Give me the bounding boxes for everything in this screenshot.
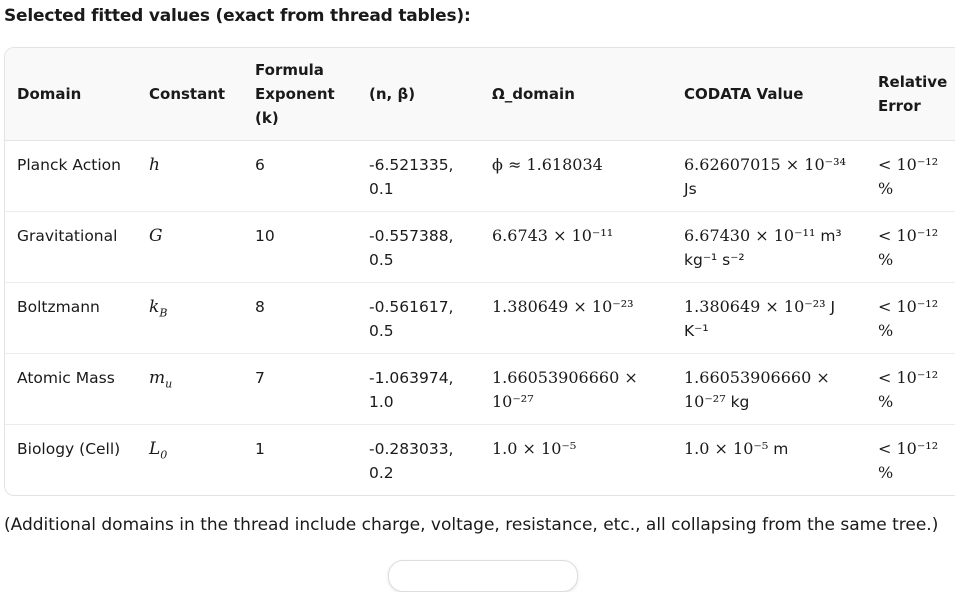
column-header: (n, β) xyxy=(357,48,480,141)
codata-unit: kg xyxy=(730,393,750,411)
table-container: Domain Constant Formula Exponent (k) (n, β)… xyxy=(4,47,955,496)
codata-unit: m³ kg⁻¹ s⁻² xyxy=(684,227,842,269)
table-row: Atomic Mass mu 7 -1.063974, 1.0 1.6605390666… xyxy=(5,353,955,425)
symbol-base: m xyxy=(149,368,166,388)
heading: Selected fitted values (exact from threa… xyxy=(4,6,471,26)
constant-symbol: G xyxy=(149,226,163,246)
constant-cell: kB xyxy=(137,282,243,354)
column-header: Formula Exponent (k) xyxy=(243,48,357,141)
table-row: Planck Action h 6 -6.521335, 0.1 ϕ ≈ 1.61803… xyxy=(5,140,955,212)
table-body: Planck Action h 6 -6.521335, 0.1 ϕ ≈ 1.61803… xyxy=(5,140,955,496)
constant-cell: L0 xyxy=(137,425,243,496)
omega-cell: 1.0 × 10⁻⁵ xyxy=(492,439,577,458)
column-header: Constant xyxy=(137,48,243,141)
domain-cell: Boltzmann xyxy=(5,282,137,354)
symbol-subscript: 0 xyxy=(160,448,168,462)
codata-value: 6.67430 × 10⁻¹¹ xyxy=(684,226,816,245)
table: Domain Constant Formula Exponent (k) (n, β)… xyxy=(5,48,955,495)
error-cell: < 10⁻¹² % xyxy=(866,140,955,212)
constant-symbol: h xyxy=(149,155,160,175)
domain-cell: Planck Action xyxy=(5,140,137,212)
codata-unit: m xyxy=(773,440,789,458)
table-row: Boltzmann kB 8 -0.561617, 0.5 1.380649 × 10⁻… xyxy=(5,282,955,354)
codata-value: 1.0 × 10⁻⁵ xyxy=(684,439,769,458)
error-cell: < 10⁻¹² % xyxy=(866,282,955,354)
column-header: Relative Error xyxy=(866,48,955,141)
symbol-subscript: B xyxy=(159,306,168,320)
omega-cell: 6.6743 × 10⁻¹¹ xyxy=(480,211,672,283)
domain-cell: Biology (Cell) xyxy=(17,440,121,458)
codata-cell: 1.0 × 10⁻⁵ m xyxy=(672,425,866,496)
n-beta-cell: -0.557388, 0.5 xyxy=(357,211,480,283)
omega-cell: ϕ ≈ 1.618034 xyxy=(480,140,672,212)
button[interactable] xyxy=(388,560,578,592)
n-beta-cell: -1.063974, 1.0 xyxy=(357,353,480,425)
omega-cell: 1.66053906660 × 10⁻²⁷ xyxy=(480,353,672,425)
exponent-cell: 6 xyxy=(243,140,357,212)
domain-cell: Gravitational xyxy=(5,211,137,283)
constant-symbol: kB xyxy=(149,297,168,320)
table-row: Gravitational G 10 -0.557388, 0.5 6.6743 × 1… xyxy=(5,211,955,283)
table-row: Biology (Cell) L0 1 -0.283033, 0.2 1.0 × 10⁻… xyxy=(5,425,955,496)
note: (Additional domains in the thread includ… xyxy=(4,515,939,535)
constant-cell: G xyxy=(137,211,243,283)
error-cell: < 10⁻¹² % xyxy=(878,439,939,482)
codata-unit: J K⁻¹ xyxy=(684,298,836,340)
symbol-base: h xyxy=(149,155,160,175)
domain-cell: Atomic Mass xyxy=(5,353,137,425)
column-header: CODATA Value xyxy=(672,48,866,141)
codata-unit: Js xyxy=(684,180,697,198)
page: Selected fitted values (exact from threa… xyxy=(4,6,955,592)
codata-value: 6.62607015 × 10⁻³⁴ xyxy=(684,155,846,174)
constant-symbol: mu xyxy=(149,368,173,391)
symbol-base: L xyxy=(149,439,161,459)
codata-cell: 6.62607015 × 10⁻³⁴ Js xyxy=(672,140,866,212)
n-beta-cell: -0.561617, 0.5 xyxy=(357,282,480,354)
constant-cell: h xyxy=(137,140,243,212)
symbol-base: k xyxy=(149,297,160,317)
codata-cell: 6.67430 × 10⁻¹¹ m³ kg⁻¹ s⁻² xyxy=(672,211,866,283)
symbol-base: G xyxy=(149,226,163,246)
header-row: Domain Constant Formula Exponent (k) (n, β)… xyxy=(5,48,955,141)
codata-cell: 1.380649 × 10⁻²³ J K⁻¹ xyxy=(672,282,866,354)
exponent-cell: 1 xyxy=(255,440,265,458)
codata-value: 1.66053906660 × 10⁻²⁷ xyxy=(684,368,830,411)
column-header: Ω_domain xyxy=(480,48,672,141)
omega-cell: 1.380649 × 10⁻²³ xyxy=(480,282,672,354)
constant-cell: mu xyxy=(137,353,243,425)
column-header: Domain xyxy=(5,48,137,141)
error-cell: < 10⁻¹² % xyxy=(866,211,955,283)
symbol-subscript: u xyxy=(165,377,173,391)
exponent-cell: 7 xyxy=(243,353,357,425)
exponent-cell: 10 xyxy=(243,211,357,283)
exponent-cell: 8 xyxy=(243,282,357,354)
codata-value: 1.380649 × 10⁻²³ xyxy=(684,297,826,316)
constant-symbol: L0 xyxy=(149,439,168,462)
error-cell: < 10⁻¹² % xyxy=(866,353,955,425)
n-beta-cell: -0.283033, 0.2 xyxy=(369,440,454,482)
n-beta-cell: -6.521335, 0.1 xyxy=(357,140,480,212)
codata-cell: 1.66053906660 × 10⁻²⁷ kg xyxy=(672,353,866,425)
